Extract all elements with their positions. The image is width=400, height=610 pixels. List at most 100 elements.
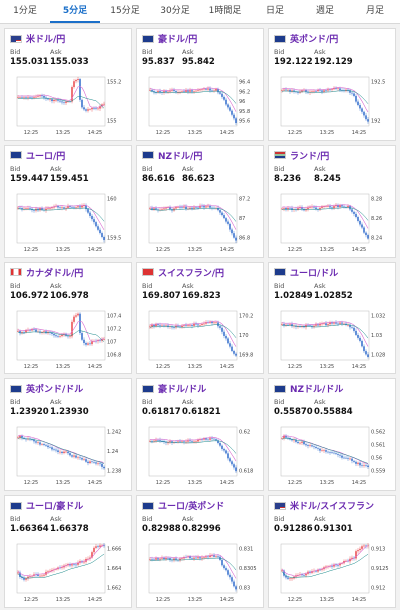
x-tick-label: 13:25 — [320, 247, 334, 253]
rate-card[interactable]: 英ポンド/ドル Bid Ask 1.23920 1.23930 1.242 1.24 1.23… — [4, 378, 132, 492]
rate-card[interactable]: スイスフラン/円 Bid Ask 169.807 169.823 170.2 170 169.… — [136, 261, 264, 375]
mini-candle-chart[interactable]: 0.831 0.8305 0.83 12:25 13:25 14:25 — [141, 541, 259, 606]
mini-candle-chart[interactable]: 192.5 192 12:25 13:25 14:25 — [273, 74, 391, 139]
pair-name[interactable]: 英ポンド/ドル — [26, 385, 84, 396]
candle — [355, 462, 357, 465]
candle — [183, 441, 185, 443]
pair-name[interactable]: スイスフラン/円 — [158, 268, 225, 279]
candle — [297, 575, 299, 576]
candle — [23, 331, 25, 333]
ask-label: Ask — [50, 398, 62, 407]
candle — [21, 331, 23, 333]
tab-3[interactable]: 30分足 — [160, 6, 190, 16]
candle — [101, 232, 103, 237]
candle — [29, 438, 31, 440]
ask-label: Ask — [314, 398, 326, 407]
candle — [153, 324, 155, 326]
mini-candle-chart[interactable]: 8.28 8.26 8.24 12:25 13:25 14:25 — [273, 191, 391, 256]
rate-card[interactable]: カナダドル/円 Bid Ask 106.972 106.978 107.4 107.2 107… — [4, 261, 132, 375]
mini-candle-chart[interactable]: 1.032 1.03 1.028 12:25 13:25 14:25 — [273, 308, 391, 373]
pair-name[interactable]: ユーロ/豪ドル — [26, 502, 84, 513]
pair-name[interactable]: NZドル/ドル — [290, 385, 344, 396]
mini-candle-chart[interactable]: 160 159.5 12:25 13:25 14:25 — [9, 191, 127, 256]
mini-candle-chart[interactable]: 155.2 155 12:25 13:25 14:25 — [9, 74, 127, 139]
rate-card[interactable]: ユーロ/ドル Bid Ask 1.02849 1.02852 1.032 1.03 1.028… — [268, 261, 396, 375]
mini-candle-chart[interactable]: 87.2 87 86.8 12:25 13:25 14:25 — [141, 191, 259, 256]
rate-card[interactable]: 米ドル/円 Bid Ask 155.031 155.033 155.2 155 12:25 13… — [4, 28, 132, 141]
candle — [91, 108, 93, 110]
candle — [63, 102, 65, 103]
candle — [347, 458, 349, 460]
tab-7[interactable]: 月足 — [365, 6, 384, 16]
plot-frame — [16, 310, 106, 360]
mini-candle-chart[interactable]: 96.4 96.2 96 95.8 95.6 12:25 13:25 14:25 — [141, 74, 259, 139]
rate-card[interactable]: 豪ドル/ドル Bid Ask 0.61817 0.61821 0.62 0.618 12:25… — [136, 378, 264, 492]
candle — [291, 439, 293, 441]
pair-name[interactable]: 米ドル/スイスフラン — [290, 502, 375, 513]
pair-name[interactable]: 英ポンド/円 — [290, 35, 339, 45]
candle — [21, 207, 23, 210]
tab-1[interactable]: 5分足 — [50, 0, 100, 23]
rate-card[interactable]: NZドル/円 Bid Ask 86.616 86.623 87.2 87 86.8 12:25 1… — [136, 144, 264, 258]
pair-name[interactable]: カナダドル/円 — [26, 268, 84, 279]
rate-card[interactable]: NZドル/ドル Bid Ask 0.55870 0.55884 0.562 0.561 0.5… — [268, 378, 396, 492]
candle — [191, 441, 193, 443]
candle — [55, 334, 57, 336]
mini-candle-chart[interactable]: 0.913 0.9125 0.912 12:25 13:25 14:25 — [273, 541, 391, 606]
chart-svg: 160 159.5 12:25 13:25 14:25 — [16, 193, 121, 253]
mini-candle-chart[interactable]: 1.242 1.24 1.238 12:25 13:25 14:25 — [9, 424, 127, 489]
pair-name[interactable]: 豪ドル/円 — [158, 35, 198, 45]
candle — [199, 324, 201, 326]
tab-5[interactable]: 日足 — [265, 6, 284, 16]
candle — [341, 563, 343, 564]
mini-candle-chart[interactable]: 0.62 0.618 12:25 13:25 14:25 — [141, 424, 259, 489]
tab-2[interactable]: 15分足 — [110, 6, 140, 16]
tab-6[interactable]: 週足 — [315, 6, 334, 16]
pair-name[interactable]: ユーロ/ドル — [290, 268, 339, 279]
ask-label: Ask — [50, 281, 62, 290]
candle — [175, 325, 177, 328]
mini-candle-chart[interactable]: 107.4 107.2 107 106.8 12:25 13:25 14:25 — [9, 308, 127, 373]
pair-name[interactable]: 米ドル/円 — [26, 35, 66, 45]
candle — [61, 334, 63, 336]
candle — [289, 578, 291, 580]
candle — [211, 321, 213, 323]
mini-candle-chart[interactable]: 170.2 170 169.8 12:25 13:25 14:25 — [141, 308, 259, 373]
candle — [195, 90, 197, 92]
quote-values: 86.616 86.623 — [137, 173, 263, 185]
rate-card[interactable]: ユーロ/豪ドル Bid Ask 1.66364 1.66378 1.666 1.664 1.6… — [4, 495, 132, 608]
ask-value: 0.91301 — [314, 524, 353, 535]
ask-label: Ask — [314, 281, 326, 290]
rate-card[interactable]: ユーロ/円 Bid Ask 159.447 159.451 160 159.5 12:25 13… — [4, 144, 132, 258]
rate-card[interactable]: ユーロ/英ポンド Bid Ask 0.82988 0.82996 0.831 0.8305 0… — [136, 495, 264, 608]
tab-4[interactable]: 1時間足 — [208, 6, 242, 16]
bid-label: Bid — [10, 48, 21, 56]
tab-0[interactable]: 1分足 — [13, 6, 37, 16]
candle — [185, 90, 187, 92]
candle — [227, 221, 229, 224]
moving-average-line — [281, 554, 369, 579]
mini-candle-chart[interactable]: 0.562 0.561 0.56 0.559 12:25 13:25 14:25 — [273, 424, 391, 489]
pair-name[interactable]: ユーロ/英ポンド — [158, 502, 225, 513]
pair-name[interactable]: NZドル/円 — [158, 151, 203, 162]
rate-card[interactable]: ランド/円 Bid Ask 8.236 8.245 8.28 8.26 8.24 12:25 13… — [268, 144, 396, 258]
rate-card[interactable]: 英ポンド/円 Bid Ask 192.122 192.129 192.5 192 12:25 1… — [268, 28, 396, 141]
pair-name[interactable]: 豪ドル/ドル — [158, 385, 207, 396]
candle — [341, 322, 343, 324]
eu-flag-icon — [10, 501, 22, 510]
y-tick-label: 106.8 — [107, 352, 121, 358]
candle — [37, 208, 39, 210]
candle — [55, 99, 57, 101]
candle — [175, 558, 177, 561]
rate-card[interactable]: 豪ドル/円 Bid Ask 95.837 95.842 96.4 96.2 96 95.8 95.… — [136, 28, 264, 141]
mini-candle-chart[interactable]: 1.666 1.664 1.662 12:25 13:25 14:25 — [9, 541, 127, 606]
candle — [83, 339, 85, 343]
x-tick-label: 12:25 — [288, 247, 302, 253]
pair-name[interactable]: ユーロ/円 — [26, 151, 66, 162]
candle — [67, 206, 69, 208]
rate-card[interactable]: 米ドル/スイスフラン Bid Ask 0.91286 0.91301 0.913 0.912… — [268, 495, 396, 608]
moving-average-line — [17, 320, 105, 342]
ask-label: Ask — [50, 515, 62, 524]
pair-name[interactable]: ランド/円 — [290, 151, 330, 162]
candle — [337, 323, 339, 324]
